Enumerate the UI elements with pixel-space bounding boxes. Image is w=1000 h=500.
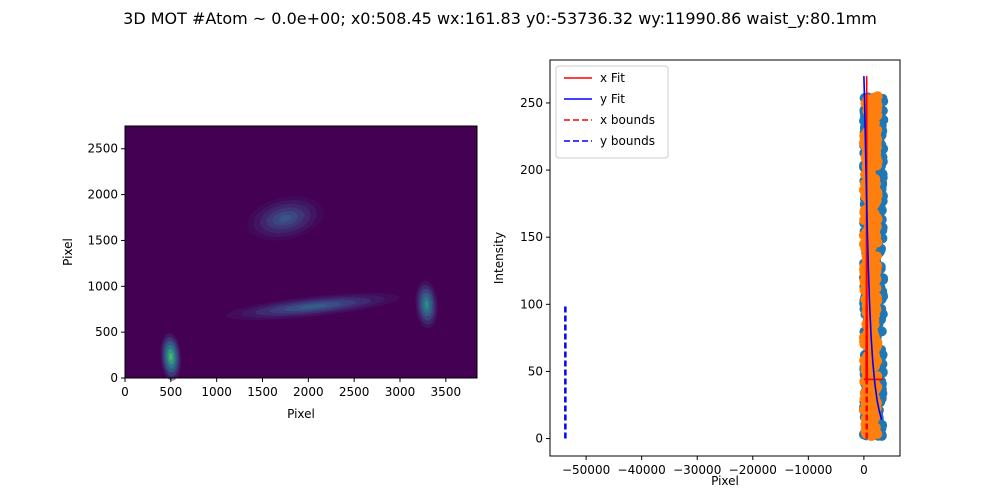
legend-label: x bounds [600,113,655,127]
heatmap-border [124,125,478,379]
heatmap-blob [298,304,328,309]
orange-data-point [863,393,874,404]
orange-data-point [866,110,877,121]
heatmap-blob [169,352,173,361]
heatmap-blob [424,300,429,309]
y-tick-label: 2500 [87,142,118,156]
x-tick-label: 0 [121,385,129,399]
scatter-marks [564,76,889,441]
orange-data-point [866,357,877,368]
scatter-x-ticks: −50000 −40000 −30000 −20000 −10000 0 [562,456,868,477]
x-tick-label: 0 [860,463,868,477]
x-tick-label: −20000 [729,463,777,477]
x-tick-label: −50000 [562,463,610,477]
heatmap-image [160,196,438,381]
x-tick-label: −30000 [673,463,721,477]
heatmap-panel: 0 500 1000 1500 2000 2500 3000 3500 0 500 1000 150… [61,125,478,421]
legend-label: y Fit [600,92,625,106]
scatter-ylabel: Intensity [492,232,506,284]
x-tick-label: 1500 [247,385,278,399]
x-tick-label: 2500 [339,385,370,399]
legend-label: x Fit [600,71,625,85]
orange-data-point [866,145,877,156]
x-tick-label: 500 [159,385,182,399]
x-tick-label: 2000 [293,385,324,399]
figure-title: 3D MOT #Atom ~ 0.0e+00; x0:508.45 wx:161… [123,9,877,29]
y-fit-line [863,76,883,420]
orange-data-point [871,212,882,223]
y-tick-label: 500 [95,325,118,339]
y-tick-label: 50 [528,364,543,378]
scatter-xlabel: Pixel [711,474,739,488]
orange-data-point [871,95,882,106]
orange-data-point [871,156,882,167]
y-tick-label: 100 [520,297,543,311]
orange-data-point [863,406,874,417]
y-tick-label: 1500 [87,233,118,247]
orange-data-point [870,267,881,278]
x-tick-label: −40000 [618,463,666,477]
legend-box [555,65,669,159]
y-tick-label: 1000 [87,279,118,293]
orange-data-point [872,134,883,145]
x-tick-label: 1000 [201,385,232,399]
heatmap-frame [125,126,477,378]
scatter-panel: −50000 −40000 −30000 −20000 −10000 0 0 50 100 15… [492,59,901,488]
orange-data-point [871,186,882,197]
y-tick-label: 0 [535,432,543,446]
scatter-y-ticks: 0 50 100 150 200 250 [520,96,550,446]
legend-label: y bounds [600,134,655,148]
y-tick-label: 0 [110,371,118,385]
y-tick-label: 150 [520,230,543,244]
heatmap-blob [279,214,292,223]
heatmap-xlabel: Pixel [287,407,315,421]
heatmap-y-ticks: 0 500 1000 1500 2000 2500 [87,142,125,385]
y-tick-label: 250 [520,96,543,110]
y-tick-label: 200 [520,163,543,177]
orange-data-point [867,426,878,437]
heatmap-x-ticks: 0 500 1000 1500 2000 2500 3000 3500 [121,378,461,399]
legend: x Fit y Fit x bounds y bounds [555,65,669,159]
y-tick-label: 2000 [87,188,118,202]
x-tick-label: −10000 [784,463,832,477]
heatmap-ylabel: Pixel [61,238,75,266]
orange-data-point [866,171,877,182]
scatter-border [549,59,901,457]
x-tick-label: 3000 [385,385,416,399]
x-tick-label: 3500 [431,385,462,399]
